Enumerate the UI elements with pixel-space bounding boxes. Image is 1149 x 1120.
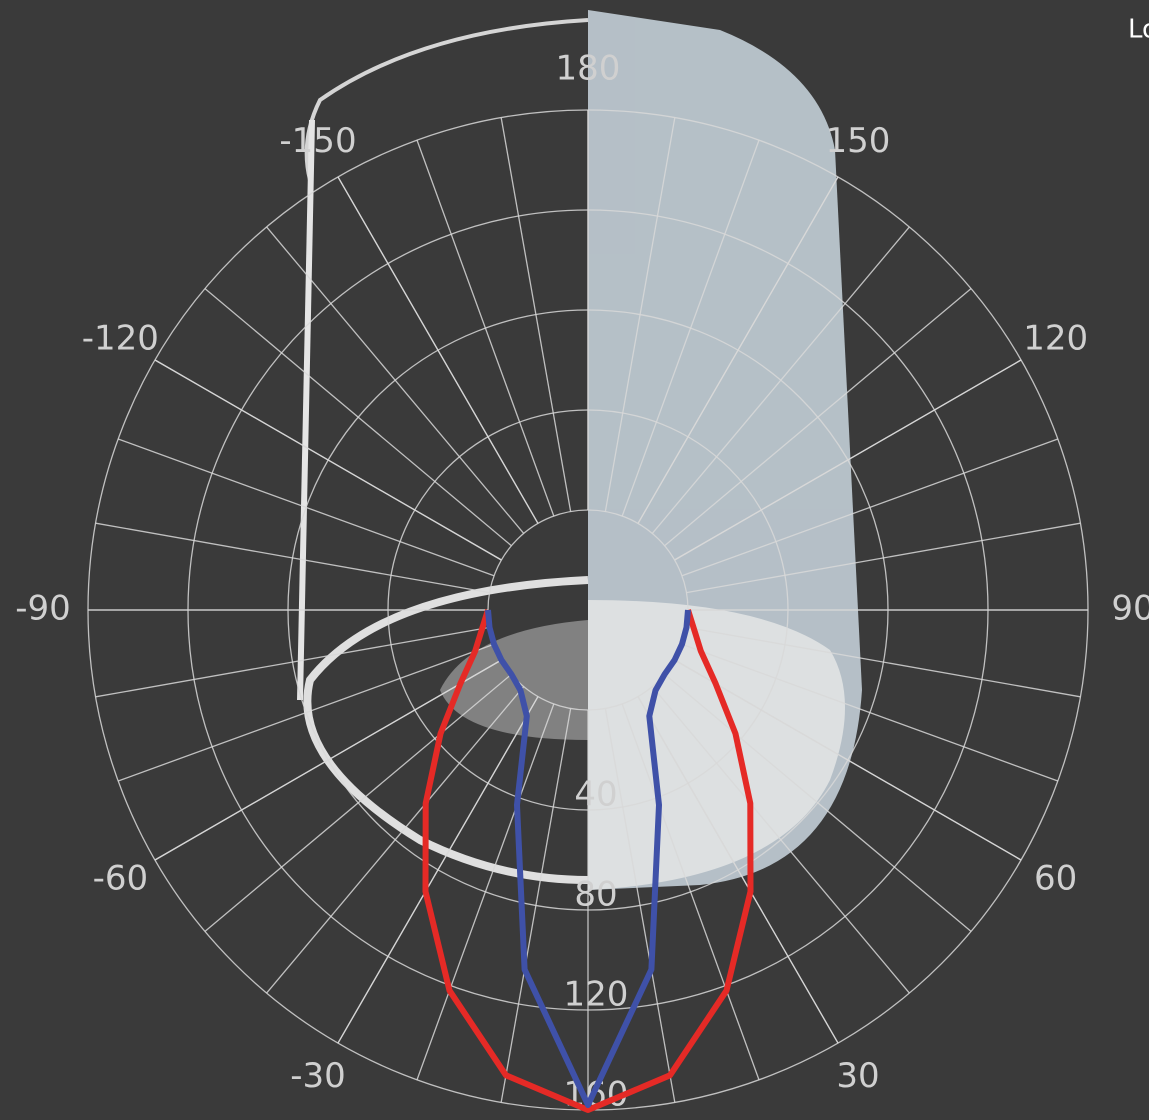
theta-tick-label: 60 xyxy=(1034,859,1077,899)
r-tick-label: 120 xyxy=(564,975,629,1015)
theta-grid-line xyxy=(154,359,502,561)
theta-grid-line xyxy=(337,696,539,1044)
intensity-curve xyxy=(422,609,754,1113)
theta-grid-line xyxy=(637,176,839,524)
theta-tick-label: 30 xyxy=(836,1056,879,1096)
theta-tick-label: 180 xyxy=(556,49,621,89)
sketch-outline xyxy=(297,119,315,701)
theta-grid-line xyxy=(154,659,502,861)
intensity-curve xyxy=(485,609,691,1108)
theta-grid-line xyxy=(637,696,839,1044)
theta-tick-label: 120 xyxy=(1023,319,1088,359)
corner-text: Lo xyxy=(1128,15,1149,45)
theta-grid-line xyxy=(337,176,539,524)
r-tick-label: 40 xyxy=(574,775,617,815)
theta-tick-label: -120 xyxy=(82,319,159,359)
theta-tick-label: -150 xyxy=(279,121,356,161)
product-illustration xyxy=(297,10,862,890)
theta-tick-label: -60 xyxy=(93,859,149,899)
reflector xyxy=(588,600,845,890)
theta-tick-label: 90 xyxy=(1111,589,1149,629)
theta-tick-label: -30 xyxy=(290,1056,346,1096)
theta-grid-line xyxy=(674,659,1022,861)
sketch-outline xyxy=(304,18,589,181)
theta-tick-label: -90 xyxy=(15,589,71,629)
r-tick-label: 80 xyxy=(574,875,617,915)
theta-grid-line xyxy=(674,359,1022,561)
sketch-outline xyxy=(303,576,589,884)
theta-tick-label: 150 xyxy=(826,121,891,161)
